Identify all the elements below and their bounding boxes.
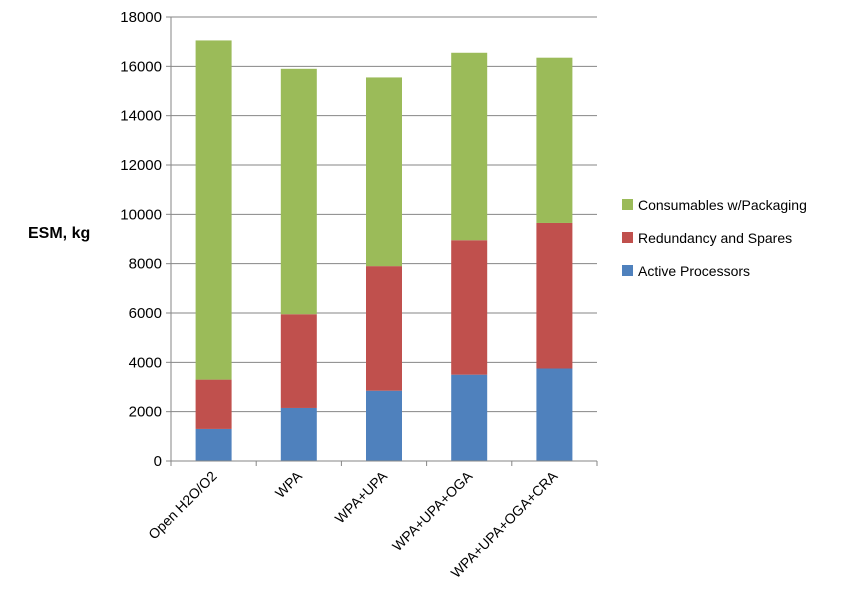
y-axis-label: ESM, kg <box>28 225 90 242</box>
x-category-labels: Open H2O/O2 WPA WPA+UPAWPA+UPA+OGAWPA+UPA+… <box>145 467 561 580</box>
bar-segment-redundancy-and-spares <box>195 379 232 429</box>
x-category-label: Open H2O/O2 <box>145 468 220 543</box>
bar-segment-consumables-w-packaging <box>280 68 317 315</box>
bar-segment-redundancy-and-spares <box>280 314 317 408</box>
bar-segment-redundancy-and-spares <box>536 222 573 369</box>
y-tick-label: 14000 <box>120 108 162 125</box>
bar-segment-consumables-w-packaging <box>366 77 402 267</box>
y-tick-label: 0 <box>154 453 162 470</box>
bar-segment-consumables-w-packaging <box>536 57 573 223</box>
bar-segment-consumables-w-packaging <box>195 40 232 380</box>
bar-segment-active-processors <box>280 407 317 461</box>
legend-label: Consumables w/Packaging <box>638 197 807 213</box>
axes <box>166 16 598 466</box>
legend-swatch <box>622 265 633 276</box>
x-category-label: WPA <box>272 467 306 501</box>
bar-stacks <box>195 40 573 461</box>
legend-swatch <box>622 232 633 243</box>
y-tick-label: 10000 <box>120 206 162 223</box>
legend-swatch <box>622 199 633 210</box>
y-tick-label: 8000 <box>129 256 162 273</box>
legend-item: Consumables w/Packaging <box>622 197 807 213</box>
bar-segment-consumables-w-packaging <box>451 52 488 241</box>
y-tick-label: 12000 <box>120 157 162 174</box>
x-category-label: WPA+UPA <box>332 467 391 526</box>
y-tick-label: 4000 <box>129 354 162 371</box>
legend-item: Active Processors <box>622 263 750 279</box>
bar-segment-active-processors <box>195 428 232 461</box>
y-tick-label: 18000 <box>120 9 162 26</box>
legend-item: Redundancy and Spares <box>622 230 792 246</box>
bar-segment-redundancy-and-spares <box>451 240 488 375</box>
x-category-label: WPA+UPA+OGA <box>389 467 476 554</box>
y-tick-labels: 0 2000 4000 6000 8000 10000 12000 14000 16000 180… <box>120 9 162 470</box>
bar-segment-active-processors <box>366 390 402 461</box>
bar-segment-active-processors <box>536 368 573 461</box>
legend: Consumables w/Packaging Redundancy and Sp… <box>622 197 807 279</box>
y-tick-label: 2000 <box>129 404 162 421</box>
legend-label: Active Processors <box>638 263 750 279</box>
bar-segment-active-processors <box>451 374 488 461</box>
y-tick-label: 6000 <box>129 305 162 322</box>
y-tick-label: 16000 <box>120 58 162 75</box>
legend-label: Redundancy and Spares <box>638 230 792 246</box>
bar-segment-redundancy-and-spares <box>366 266 402 391</box>
